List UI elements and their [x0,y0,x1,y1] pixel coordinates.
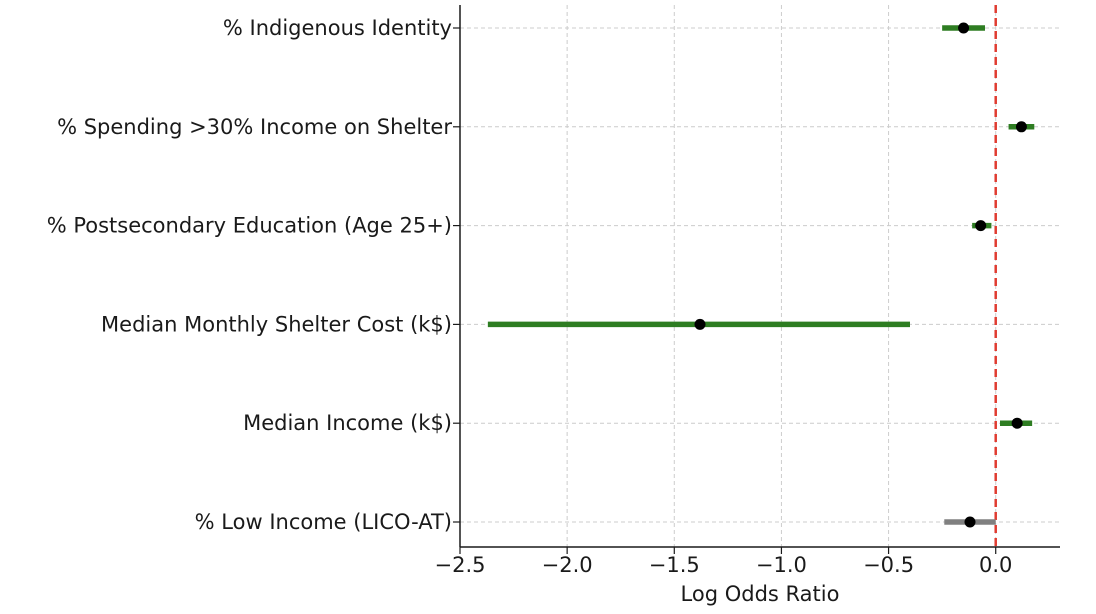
y-tick-label: Median Monthly Shelter Cost (k$) [101,312,452,336]
y-tick-label: % Low Income (LICO-AT) [195,510,452,534]
x-tick-label: −2.0 [542,553,593,577]
estimate-point [1011,417,1023,429]
axes [453,5,1060,554]
y-tick-label: % Spending >30% Income on Shelter [57,115,452,139]
estimate-point [1015,121,1027,133]
estimate-point [964,516,976,528]
x-tick-label: −1.0 [756,553,807,577]
y-tick-label: Median Income (k$) [243,411,452,435]
grid-lines [460,5,1060,547]
x-tick-label: −1.5 [649,553,700,577]
point-estimates [694,22,1027,528]
x-tick-labels: −2.5 −2.0 −1.5 −1.0 −0.5 0.0 [435,553,1013,577]
x-axis-title: Log Odds Ratio [681,582,840,606]
y-tick-label: % Postsecondary Education (Age 25+) [47,214,452,238]
x-tick-label: −0.5 [863,553,914,577]
confidence-intervals [487,25,1035,525]
y-tick-labels: % Indigenous Identity % Spending >30% Inc… [47,16,453,534]
estimate-point [694,318,706,330]
estimate-point [958,22,970,34]
x-tick-label: 0.0 [979,553,1012,577]
estimate-point [975,220,987,232]
x-tick-label: −2.5 [435,553,486,577]
y-tick-label: % Indigenous Identity [223,16,452,40]
